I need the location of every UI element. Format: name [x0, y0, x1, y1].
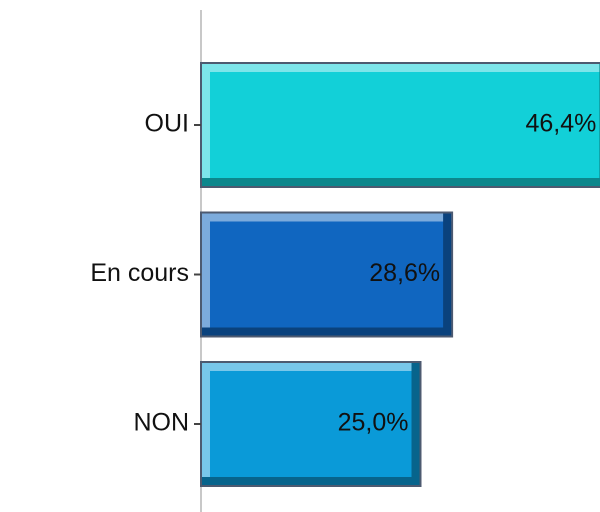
- data-label: 25,0%: [338, 409, 409, 437]
- bar: [200, 361, 422, 487]
- bar-bevel: [443, 213, 452, 336]
- bar: [200, 62, 600, 188]
- bar-bevel: [202, 327, 452, 336]
- bar-bevel: [202, 363, 420, 371]
- data-label: 28,6%: [369, 259, 440, 287]
- bar-bevel: [202, 213, 452, 222]
- bar-bevel: [202, 178, 600, 186]
- category-label: NON: [133, 409, 189, 437]
- bar-bevel: [202, 477, 420, 485]
- bar-bevel: [202, 213, 210, 336]
- bar-bevel: [202, 64, 210, 186]
- bar-bevel: [411, 363, 420, 485]
- category-label: En cours: [90, 259, 189, 287]
- bar: [200, 211, 454, 338]
- data-label: 46,4%: [526, 110, 597, 138]
- bar-bevel: [202, 64, 600, 72]
- bar-bevel: [202, 363, 210, 485]
- category-label: OUI: [145, 110, 189, 138]
